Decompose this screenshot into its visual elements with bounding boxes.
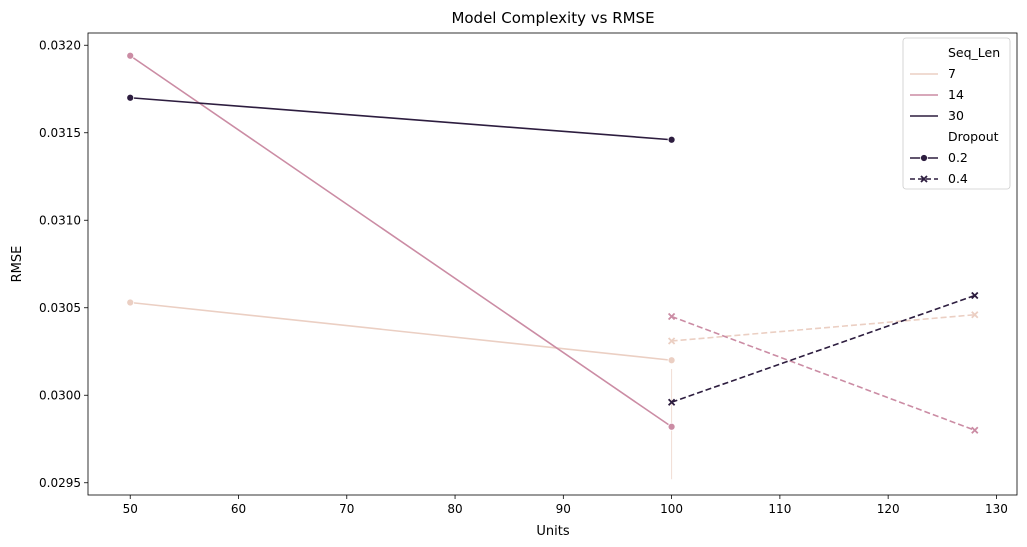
legend-title-seq-len: Seq_Len [948, 45, 1000, 60]
axes-frame [87, 32, 1018, 496]
x-tick-label: 80 [447, 502, 462, 516]
legend-label: 30 [948, 108, 964, 123]
x-axis-label: Units [536, 524, 569, 539]
data-point [667, 312, 676, 321]
plot-area [87, 32, 1018, 496]
series-line-seq7-dropout0.4 [671, 313, 975, 342]
legend-box [902, 37, 1011, 190]
series-line-seq30-dropout0.4 [671, 294, 976, 404]
legend-title-dropout: Dropout [948, 129, 999, 144]
y-tick-label: 0.0315 [39, 126, 81, 140]
legend-label: 0.4 [948, 171, 968, 186]
y-tick-label: 0.0320 [39, 38, 81, 52]
data-point [126, 298, 135, 307]
x-tick-label: 60 [231, 502, 246, 516]
x-tick-label: 110 [768, 502, 791, 516]
data-point [971, 311, 979, 319]
legend-label: 14 [948, 87, 964, 102]
data-point [667, 398, 676, 406]
series-line-seq14-dropout0.4 [671, 315, 976, 431]
x-tick-label: 90 [556, 502, 571, 516]
data-point [667, 337, 676, 345]
x-tick-label: 120 [877, 502, 900, 516]
data-point [667, 135, 676, 144]
legend: Seq_Len 7 14 30 Dropout 0.2 0.4 [902, 37, 1011, 190]
y-tick-label: 0.0295 [39, 476, 81, 490]
x-axis: 50 60 70 80 90 100 110 120 130 [123, 495, 1008, 516]
data-point [971, 426, 979, 434]
y-tick-label: 0.0300 [39, 388, 81, 402]
data-point [126, 51, 135, 60]
series-line-seq7-dropout0.2 [130, 301, 672, 362]
y-axis-label: RMSE [10, 246, 25, 283]
legend-label: 7 [948, 66, 956, 81]
y-tick-label: 0.0310 [39, 213, 81, 227]
data-point [971, 291, 979, 300]
x-tick-label: 50 [123, 502, 138, 516]
legend-marker [920, 154, 928, 162]
legend-marker [920, 175, 928, 183]
legend-label: 0.2 [948, 150, 968, 165]
y-tick-label: 0.0305 [39, 301, 81, 315]
chart-title: Model Complexity vs RMSE [451, 9, 654, 27]
y-axis: 0.0295 0.0300 0.0305 0.0310 0.0315 0.0320 [39, 38, 88, 490]
x-tick-label: 130 [985, 502, 1008, 516]
data-point [126, 93, 135, 102]
x-tick-label: 70 [339, 502, 354, 516]
series-line-seq14-dropout0.2 [129, 55, 673, 428]
series-line-seq30-dropout0.2 [130, 96, 672, 141]
x-tick-label: 100 [660, 502, 683, 516]
data-point [667, 356, 676, 365]
data-point [667, 422, 676, 431]
